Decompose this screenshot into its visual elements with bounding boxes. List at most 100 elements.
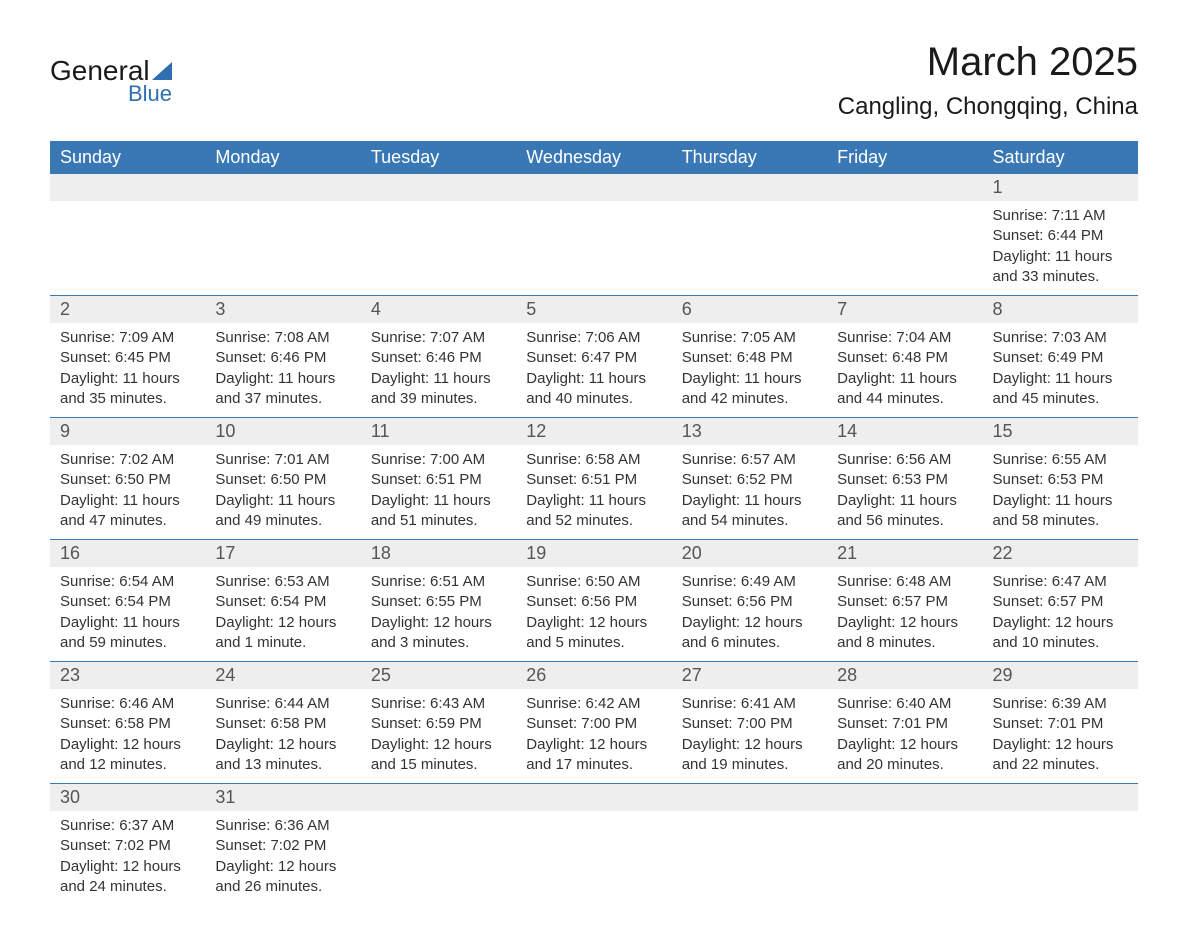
weekday-header: Tuesday (361, 141, 516, 174)
day-number: 13 (672, 418, 827, 445)
day-daylight2: and 26 minutes. (215, 877, 350, 897)
day-daylight1: Daylight: 12 hours (215, 613, 350, 633)
day-info: Sunrise: 6:57 AMSunset: 6:52 PMDaylight:… (672, 445, 827, 539)
weekday-header: Friday (827, 141, 982, 174)
day-info: Sunrise: 6:54 AMSunset: 6:54 PMDaylight:… (50, 567, 205, 661)
day-sunrise: Sunrise: 6:53 AM (215, 572, 350, 592)
day-sunrise: Sunrise: 6:47 AM (993, 572, 1128, 592)
day-info: Sunrise: 6:48 AMSunset: 6:57 PMDaylight:… (827, 567, 982, 661)
day-daylight2: and 35 minutes. (60, 389, 195, 409)
day-cell: 23Sunrise: 6:46 AMSunset: 6:58 PMDayligh… (50, 662, 205, 784)
day-number: 20 (672, 540, 827, 567)
day-sunrise: Sunrise: 6:41 AM (682, 694, 817, 714)
day-sunrise: Sunrise: 6:40 AM (837, 694, 972, 714)
day-cell (827, 174, 982, 296)
day-sunrise: Sunrise: 7:03 AM (993, 328, 1128, 348)
day-sunrise: Sunrise: 6:50 AM (526, 572, 661, 592)
day-sunset: Sunset: 6:52 PM (682, 470, 817, 490)
day-cell: 31Sunrise: 6:36 AMSunset: 7:02 PMDayligh… (205, 784, 360, 906)
day-sunset: Sunset: 6:58 PM (60, 714, 195, 734)
page-header: General Blue March 2025 Cangling, Chongq… (50, 40, 1138, 121)
day-daylight1: Daylight: 11 hours (60, 613, 195, 633)
day-sunset: Sunset: 6:46 PM (215, 348, 350, 368)
day-daylight2: and 40 minutes. (526, 389, 661, 409)
day-cell: 5Sunrise: 7:06 AMSunset: 6:47 PMDaylight… (516, 296, 671, 418)
day-sunset: Sunset: 6:45 PM (60, 348, 195, 368)
day-info: Sunrise: 6:46 AMSunset: 6:58 PMDaylight:… (50, 689, 205, 783)
day-info: Sunrise: 7:07 AMSunset: 6:46 PMDaylight:… (361, 323, 516, 417)
day-daylight2: and 13 minutes. (215, 755, 350, 775)
day-sunrise: Sunrise: 6:49 AM (682, 572, 817, 592)
day-cell: 27Sunrise: 6:41 AMSunset: 7:00 PMDayligh… (672, 662, 827, 784)
day-cell (672, 174, 827, 296)
week-row: 16Sunrise: 6:54 AMSunset: 6:54 PMDayligh… (50, 540, 1138, 662)
day-sunrise: Sunrise: 6:43 AM (371, 694, 506, 714)
day-daylight2: and 3 minutes. (371, 633, 506, 653)
day-daylight1: Daylight: 11 hours (993, 491, 1128, 511)
day-daylight1: Daylight: 12 hours (526, 613, 661, 633)
day-sunrise: Sunrise: 7:04 AM (837, 328, 972, 348)
day-sunrise: Sunrise: 6:57 AM (682, 450, 817, 470)
day-daylight1: Daylight: 11 hours (837, 369, 972, 389)
day-number: 7 (827, 296, 982, 323)
day-daylight1: Daylight: 12 hours (682, 613, 817, 633)
day-sunset: Sunset: 6:53 PM (993, 470, 1128, 490)
empty-day-number (361, 174, 516, 201)
day-sunset: Sunset: 6:50 PM (215, 470, 350, 490)
day-sunrise: Sunrise: 7:00 AM (371, 450, 506, 470)
day-cell: 4Sunrise: 7:07 AMSunset: 6:46 PMDaylight… (361, 296, 516, 418)
day-daylight2: and 56 minutes. (837, 511, 972, 531)
day-daylight1: Daylight: 11 hours (215, 369, 350, 389)
month-title: March 2025 (838, 40, 1138, 85)
day-number: 4 (361, 296, 516, 323)
empty-day-number (205, 174, 360, 201)
day-cell (205, 174, 360, 296)
day-sunrise: Sunrise: 7:08 AM (215, 328, 350, 348)
day-info: Sunrise: 7:00 AMSunset: 6:51 PMDaylight:… (361, 445, 516, 539)
day-info: Sunrise: 7:09 AMSunset: 6:45 PMDaylight:… (50, 323, 205, 417)
day-number: 16 (50, 540, 205, 567)
day-daylight2: and 49 minutes. (215, 511, 350, 531)
day-daylight2: and 8 minutes. (837, 633, 972, 653)
day-sunset: Sunset: 6:47 PM (526, 348, 661, 368)
day-daylight2: and 24 minutes. (60, 877, 195, 897)
day-number: 21 (827, 540, 982, 567)
weekday-header-row: Sunday Monday Tuesday Wednesday Thursday… (50, 141, 1138, 174)
day-info: Sunrise: 7:01 AMSunset: 6:50 PMDaylight:… (205, 445, 360, 539)
day-sunset: Sunset: 6:56 PM (682, 592, 817, 612)
day-sunrise: Sunrise: 7:01 AM (215, 450, 350, 470)
day-daylight1: Daylight: 11 hours (837, 491, 972, 511)
day-daylight1: Daylight: 12 hours (60, 735, 195, 755)
day-number: 8 (983, 296, 1138, 323)
day-sunset: Sunset: 7:02 PM (60, 836, 195, 856)
empty-day-number (516, 784, 671, 811)
day-number: 3 (205, 296, 360, 323)
day-number: 29 (983, 662, 1138, 689)
day-sunrise: Sunrise: 6:46 AM (60, 694, 195, 714)
day-cell: 6Sunrise: 7:05 AMSunset: 6:48 PMDaylight… (672, 296, 827, 418)
day-sunset: Sunset: 6:54 PM (60, 592, 195, 612)
day-daylight1: Daylight: 12 hours (371, 613, 506, 633)
day-number: 9 (50, 418, 205, 445)
day-daylight2: and 58 minutes. (993, 511, 1128, 531)
day-cell (672, 784, 827, 906)
weekday-header: Wednesday (516, 141, 671, 174)
day-cell: 29Sunrise: 6:39 AMSunset: 7:01 PMDayligh… (983, 662, 1138, 784)
day-number: 28 (827, 662, 982, 689)
day-sunset: Sunset: 7:00 PM (526, 714, 661, 734)
day-daylight1: Daylight: 11 hours (60, 491, 195, 511)
day-daylight2: and 37 minutes. (215, 389, 350, 409)
day-sunset: Sunset: 7:01 PM (993, 714, 1128, 734)
day-info: Sunrise: 6:47 AMSunset: 6:57 PMDaylight:… (983, 567, 1138, 661)
day-sunrise: Sunrise: 6:44 AM (215, 694, 350, 714)
day-sunset: Sunset: 6:53 PM (837, 470, 972, 490)
day-daylight2: and 42 minutes. (682, 389, 817, 409)
day-daylight1: Daylight: 12 hours (993, 735, 1128, 755)
day-number: 17 (205, 540, 360, 567)
day-sunset: Sunset: 6:54 PM (215, 592, 350, 612)
day-sunset: Sunset: 7:02 PM (215, 836, 350, 856)
day-cell (516, 784, 671, 906)
day-sunrise: Sunrise: 7:09 AM (60, 328, 195, 348)
day-sunrise: Sunrise: 7:06 AM (526, 328, 661, 348)
day-sunrise: Sunrise: 7:05 AM (682, 328, 817, 348)
